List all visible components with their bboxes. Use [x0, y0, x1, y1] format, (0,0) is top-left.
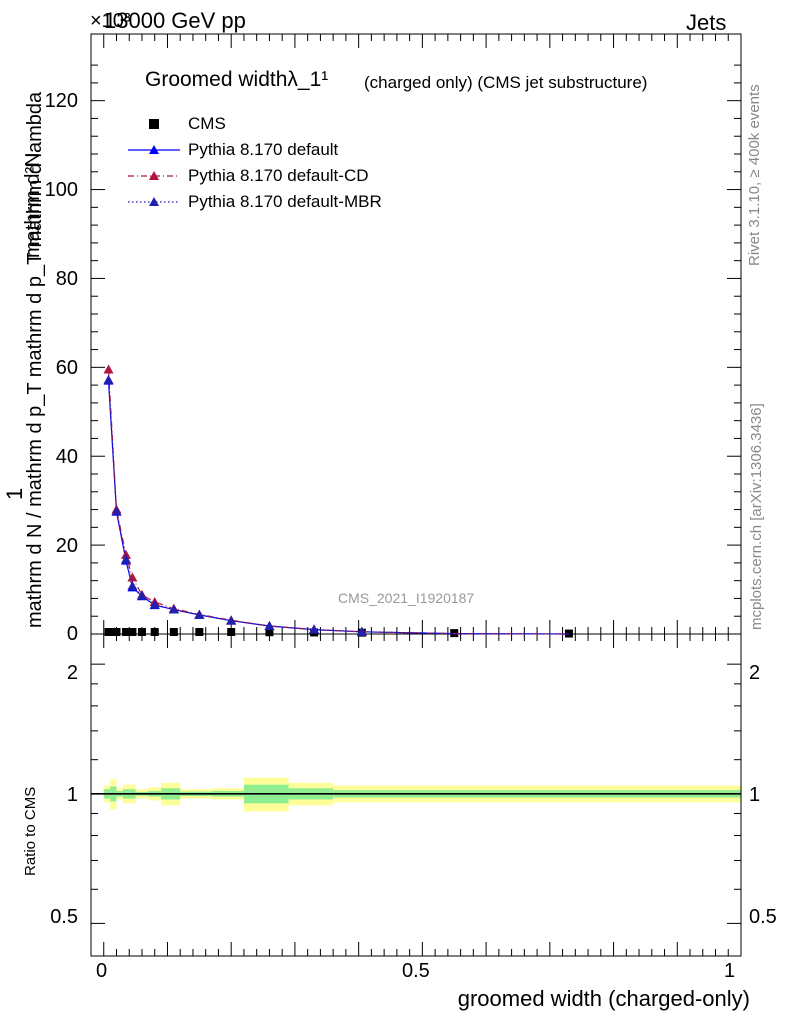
analysis-watermark: CMS_2021_I1920187: [338, 590, 475, 606]
series-marker: [168, 604, 179, 614]
ratio-y-tick-label: 2: [66, 662, 78, 684]
series-marker: [264, 621, 275, 630]
legend-label-default-mbr: Pythia 8.170 default-MBR: [188, 192, 382, 211]
x-tick-label: 1: [724, 960, 736, 982]
cms-data-point: [122, 628, 131, 636]
cms-data-point: [137, 628, 146, 636]
legend-label-cms: CMS: [188, 114, 226, 133]
cms-data-point: [104, 628, 113, 636]
ratio-y-tick-label-right: 0.5: [749, 906, 777, 928]
y-tick-label: 40: [55, 446, 78, 468]
series-marker: [309, 624, 320, 634]
series-marker: [103, 364, 114, 374]
cms-data-point: [150, 628, 159, 636]
ratio-y-tick-label: 0.5: [50, 906, 78, 928]
series-marker: [136, 590, 147, 600]
x-axis-label: groomed width (charged-only): [457, 986, 750, 1011]
legend-marker: [149, 145, 159, 154]
series-marker: [149, 599, 160, 609]
mcplots-label: mcplots.cern.ch [arXiv:1306.3436]: [748, 403, 765, 630]
plot-title: Groomed widthλ_1¹: [145, 68, 329, 91]
ratio-y-axis-label: Ratio to CMS: [22, 786, 39, 876]
series-marker: [356, 626, 367, 636]
ratio-y-tick-label: 1: [66, 784, 78, 806]
series-marker: [111, 506, 122, 516]
cms-data-point: [227, 628, 236, 636]
series-marker: [127, 572, 138, 582]
legend-label-default: Pythia 8.170 default: [188, 140, 339, 159]
series-marker: [194, 609, 205, 619]
y-tick-label: 100: [44, 179, 78, 201]
series-marker: [121, 554, 132, 564]
series-group: [103, 364, 573, 638]
legend-marker: [149, 197, 159, 206]
series-marker: [127, 581, 138, 590]
y-tick-label: 80: [55, 268, 78, 290]
cms-data-point: [128, 628, 137, 636]
cms-data-point: [564, 629, 573, 638]
x-tick-label: 0.5: [402, 960, 430, 982]
ratio-y-tick-label-right: 1: [749, 784, 761, 806]
y-axis-label-denominator: mathrm d N / mathrm d p_T mathrm d p_T m…: [24, 91, 46, 628]
series-line: [107, 369, 569, 635]
cms-data-point: [265, 628, 274, 637]
y-tick-label: 60: [55, 357, 78, 379]
x-tick-label: 0: [96, 960, 108, 982]
cms-data-point: [169, 628, 178, 636]
legend-marker: [149, 171, 159, 180]
plot-frames: [90, 33, 742, 957]
cms-data-point: [112, 628, 121, 636]
legend-marker-cms: [149, 119, 159, 129]
category-label: Jets: [686, 10, 727, 35]
series-marker: [103, 374, 114, 384]
y-tick-label: 0: [66, 623, 78, 645]
legend-label-default-cd: Pythia 8.170 default-CD: [188, 166, 369, 185]
ratio-y-tick-label-right: 2: [749, 662, 761, 684]
scale-exponent: ×10³: [90, 10, 131, 32]
legend-markers: [128, 119, 180, 206]
ratio-plot-frame: [90, 633, 742, 957]
plot-title-suffix: (charged only) (CMS jet substructure): [364, 73, 648, 92]
y-tick-label: 20: [55, 535, 78, 557]
energy-label: 13000 GeV pp: [104, 8, 246, 33]
cms-data-point: [195, 628, 204, 636]
rivet-version-label: Rivet 3.1.10, ≥ 400k events: [746, 84, 763, 266]
series-marker: [226, 615, 237, 625]
ratio-uncertainty-bands: [91, 777, 741, 812]
y-tick-label: 120: [44, 90, 78, 112]
series-line: [107, 379, 569, 635]
